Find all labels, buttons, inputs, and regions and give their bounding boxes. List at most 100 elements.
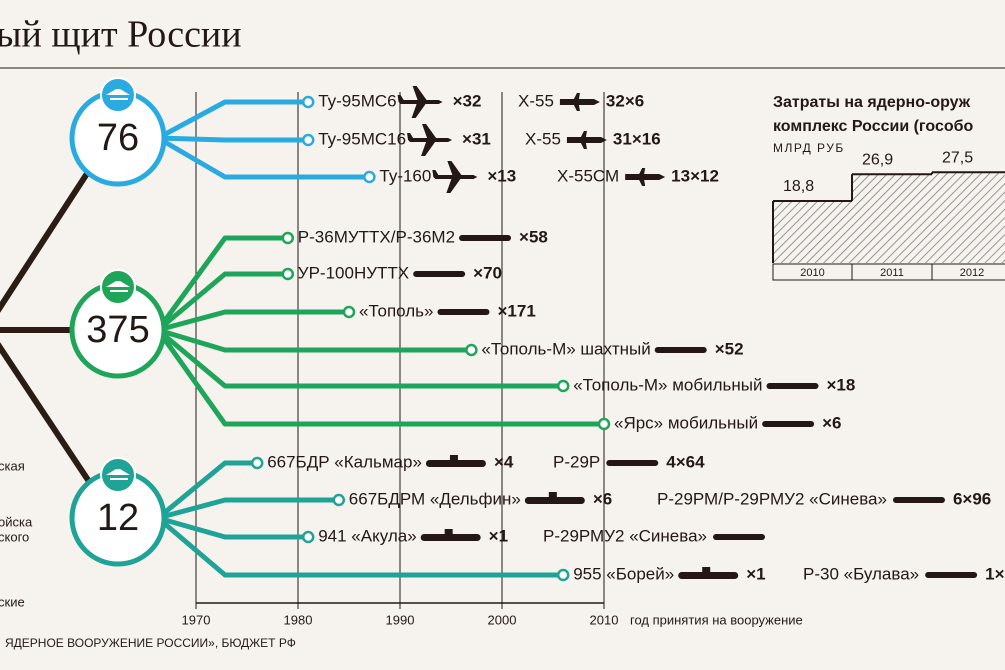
year-dot [342,305,356,319]
branch [157,327,472,353]
item-name: «Ярс» мобильный [614,413,758,432]
branch [155,235,288,332]
trunk [0,170,93,485]
cost-unit: МЛРД РУБ [773,141,845,155]
item-count: ×171 [497,301,535,320]
year-dot [556,379,570,393]
year-box [931,263,1005,281]
item-name: 667БДРМ «Дельфин» [349,489,521,508]
group-icon-glyph [106,89,130,100]
cost-title: комплекс России (гособо [773,118,974,135]
branch [156,135,370,180]
item-name: Ту-95МС16 [318,129,406,148]
year-dot [363,170,376,184]
plane-icon [397,86,443,118]
item-name: «Тополь» [359,301,433,320]
item-name: Ту-95МС6 [318,91,396,110]
item-name: Ту-160 [379,166,431,185]
sub-icon [678,572,739,579]
missile-icon [766,383,819,389]
sub-icon [449,455,458,461]
year-dot [250,456,264,470]
weapon-count: 13×12 [671,166,719,185]
weapon-count: 6×96 [953,489,991,508]
plane-icon [407,124,453,156]
year-dot [301,530,315,544]
side-label: ские [0,594,25,609]
cost-year: 2012 [960,267,984,279]
missile-icon [762,421,815,427]
weapon-count: 1× [985,564,1004,583]
x-tick-label: 1990 [386,612,415,627]
missile-icon [713,534,766,540]
item-name: «Тополь-М» мобильный [573,375,762,394]
missile-icon [654,347,707,353]
item-count: ×1 [746,564,765,583]
branch [157,309,349,333]
cost-bar [773,200,852,263]
missile-icon [459,235,512,241]
year-dot [556,568,570,582]
side-label: ойска [0,514,33,529]
group-icon-glyph [106,281,130,292]
item-count: ×4 [494,452,514,471]
cost-year: 2010 [800,267,824,279]
missile-icon [625,168,666,186]
missile-icon [606,460,659,466]
branch [156,516,564,578]
branch [156,99,309,141]
branch [155,328,604,427]
branch [157,135,309,143]
sub-icon [702,567,711,573]
item-name: 941 «Акула» [318,526,416,545]
item-name: «Тополь-М» шахтный [481,339,650,358]
item-count: ×6 [593,489,612,508]
group-count: 76 [97,117,139,159]
plane-icon [432,161,478,193]
year-dot [465,343,478,357]
axis-label: год принятия на вооружение [630,612,803,627]
weapon-name: Р-29Р [553,452,600,471]
weapon-name: Р-29РМУ2 «Синева» [543,526,707,545]
cost-value-label: 18,8 [783,178,814,195]
item-count: ×52 [715,339,744,358]
item-count: ×1 [489,526,508,545]
year-dot [281,231,295,245]
item-count: ×58 [519,227,548,246]
sub-icon [548,492,557,498]
missile-icon [559,93,600,111]
item-count: ×13 [487,166,516,185]
item-count: ×32 [453,91,482,110]
weapon-name: Р-30 «Булава» [803,564,919,583]
year-dot [332,493,346,507]
side-label: ского [0,529,29,544]
branch [156,271,288,332]
branch [157,515,309,540]
group-count: 375 [86,309,149,351]
weapon-name: Х-55СМ [557,166,619,185]
item-name: 667БДР «Кальмар» [267,452,422,471]
year-dot [281,267,295,281]
cost-bar [852,174,932,263]
branch [157,497,339,521]
missile-icon [437,309,490,315]
sub-icon [444,529,453,535]
cost-year: 2011 [880,267,904,279]
weapon-name: Х-55 [525,129,561,148]
source: ЯДЕРНОЕ ВООРУЖЕНИЕ РОССИИ», БЮДЖЕТ РФ [5,636,296,650]
missile-icon [566,131,607,149]
item-count: ×6 [822,413,841,432]
weapon-name: Х-55 [518,91,554,110]
item-count: ×31 [462,129,491,148]
item-name: УР-100НУТТХ [298,263,409,282]
branch [156,460,258,520]
x-tick-label: 1980 [284,612,313,627]
side-label: ская [0,458,25,473]
year-dot [597,417,611,431]
branch [156,328,564,389]
year-dot [301,95,315,109]
weapon-name: Р-29РМ/Р-29РМУ2 «Синева» [657,489,887,508]
cost-title: Затраты на ядерно-оруж [773,94,971,111]
missile-icon [892,497,945,503]
